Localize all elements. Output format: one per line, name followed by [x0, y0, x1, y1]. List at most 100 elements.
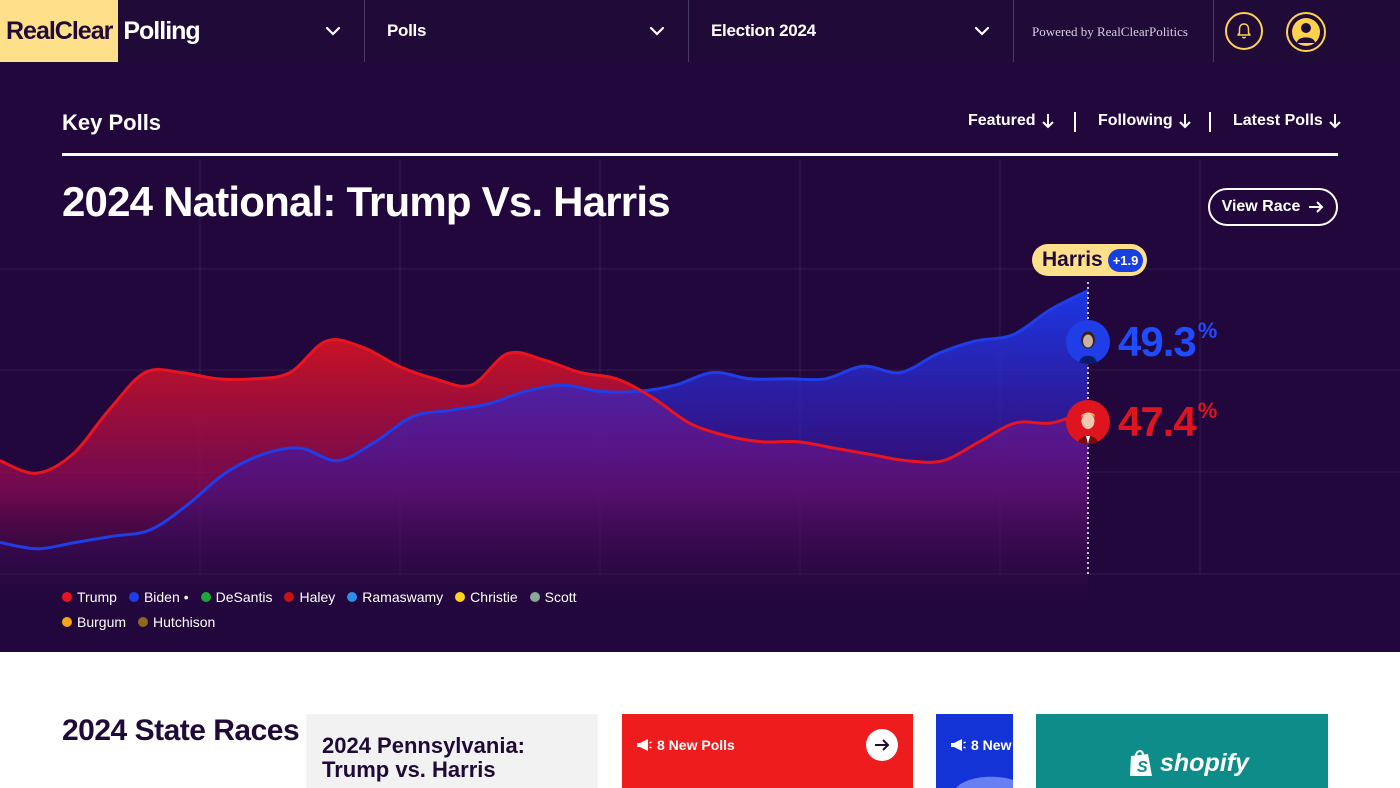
- race-title[interactable]: 2024 National: Trump Vs. Harris: [62, 178, 671, 225]
- legend-dot: [529, 592, 540, 602]
- legend-item-hutchison[interactable]: Hutchison: [138, 614, 215, 630]
- arrow-down-icon: [1329, 114, 1341, 129]
- legend-item-desantis[interactable]: DeSantis: [200, 589, 273, 605]
- shopping-bag-icon: S: [1130, 750, 1152, 776]
- legend-dot: [284, 592, 295, 602]
- legend-label: Ramaswamy: [362, 589, 444, 605]
- svg-text:S: S: [1137, 759, 1148, 776]
- nav-divider: [1213, 0, 1214, 62]
- open-race-button[interactable]: [866, 729, 898, 761]
- filter-following-label: Following: [1098, 112, 1173, 129]
- election-chevron-down-icon[interactable]: [973, 22, 991, 40]
- harris-area: [0, 290, 1088, 614]
- polls-chevron-down-icon[interactable]: [648, 22, 666, 40]
- nav-divider: [1013, 0, 1014, 62]
- filter-featured-label: Featured: [968, 112, 1036, 129]
- new-polls-badge: 8 New: [950, 737, 1011, 753]
- legend-item-scott[interactable]: Scott: [529, 589, 577, 605]
- legend-item-trump[interactable]: Trump: [62, 589, 117, 605]
- state-races-heading: 2024 State Races: [62, 714, 300, 747]
- filter-following[interactable]: Following: [1098, 112, 1191, 130]
- filter-latest-polls[interactable]: Latest Polls: [1233, 112, 1341, 130]
- legend-item-ramaswamy[interactable]: Ramaswamy: [347, 589, 443, 605]
- legend-label: Burgum: [77, 614, 127, 630]
- race-card-new-polls[interactable]: 8 New Polls: [622, 714, 913, 788]
- logo-text-polling: Polling: [123, 16, 200, 45]
- top-nav: RealClear Polling Polls Election 2024 Po…: [0, 0, 1400, 64]
- nav-menu-polls[interactable]: Polls: [387, 21, 427, 40]
- leader-badge: Harris +1.9: [1032, 244, 1148, 276]
- arrow-right-icon: [875, 739, 890, 751]
- trump-avatar: [1066, 400, 1110, 444]
- new-polls-label: 8 New Polls: [657, 737, 735, 753]
- legend-dot: [138, 617, 149, 627]
- trump-portrait-icon: [1067, 401, 1109, 444]
- legend-dot: [62, 592, 72, 602]
- view-race-label: View Race: [1221, 198, 1301, 215]
- harris-portrait-icon: [1067, 321, 1109, 364]
- arrow-down-icon: [1178, 114, 1191, 129]
- legend-label: Christie: [470, 589, 518, 605]
- harris-line: [0, 289, 1089, 551]
- bell-icon: [1237, 23, 1251, 39]
- leader-margin: +1.9: [1107, 248, 1144, 272]
- legend-label: Scott: [544, 589, 577, 605]
- shopify-logo: S shopify: [1128, 748, 1249, 778]
- harris-percentage: 49.3%: [1118, 318, 1218, 366]
- view-race-button[interactable]: View Race: [1208, 188, 1338, 226]
- trump-line: [0, 338, 1089, 475]
- legend-item-burgum[interactable]: Burgum: [62, 614, 126, 630]
- trump-percentage: 47.4%: [1118, 398, 1218, 446]
- section-divider: [62, 153, 1338, 156]
- legend-label: DeSantis: [215, 589, 273, 605]
- site-logo[interactable]: RealClear Polling: [0, 0, 201, 62]
- filter-divider: [1074, 112, 1076, 132]
- legend-dot: [347, 592, 358, 602]
- legend-item-haley[interactable]: Haley: [284, 589, 335, 605]
- card-photo-collage: [956, 776, 1013, 788]
- nav-divider: [688, 0, 689, 62]
- trump-pct-value: 47.4: [1118, 398, 1197, 445]
- legend-item-christie[interactable]: Christie: [455, 589, 518, 605]
- arrow-down-icon: [1041, 114, 1054, 129]
- legend-dot: [455, 592, 466, 602]
- nav-divider: [364, 0, 365, 62]
- trump-pct-sign: %: [1197, 398, 1218, 423]
- filter-latest-polls-label: Latest Polls: [1233, 112, 1323, 129]
- legend-dot: [62, 617, 72, 627]
- chart-legend: Trump Biden • DeSantis Haley Ramaswamy Christi…: [62, 589, 622, 630]
- legend-label: Haley: [299, 589, 336, 605]
- harris-avatar: [1066, 320, 1110, 364]
- legend-dot: [128, 592, 139, 602]
- race-card-pennsylvania[interactable]: 2024 Pennsylvania: Trump vs. Harris: [306, 714, 598, 788]
- section-title-key-polls: Key Polls: [62, 110, 162, 135]
- notifications-button[interactable]: [1225, 12, 1263, 50]
- shopify-advertisement[interactable]: S shopify: [1036, 714, 1328, 788]
- race-card-title: 2024 Pennsylvania: Trump vs. Harris: [322, 733, 526, 782]
- legend-label: Biden: [143, 589, 180, 605]
- legend-dot: [200, 592, 211, 602]
- filter-featured[interactable]: Featured: [968, 112, 1054, 130]
- race-card-new-polls-partial[interactable]: 8 New: [936, 714, 1013, 788]
- megaphone-icon: [637, 739, 652, 751]
- harris-pct-value: 49.3: [1118, 318, 1197, 365]
- shopify-wordmark: shopify: [1160, 748, 1249, 777]
- user-icon: [1292, 18, 1320, 46]
- legend-label: Hutchison: [153, 614, 216, 630]
- polling-average-chart: [0, 159, 1400, 614]
- megaphone-icon: [951, 739, 966, 751]
- logo-menu-chevron-icon[interactable]: [324, 22, 342, 40]
- filter-divider: [1209, 112, 1211, 132]
- nav-menu-election-2024[interactable]: Election 2024: [711, 21, 816, 40]
- arrow-right-icon: [1309, 201, 1324, 213]
- legend-label: Trump: [77, 589, 117, 605]
- legend-item-biden[interactable]: Biden •: [128, 589, 189, 605]
- logo-text-realclear: RealClear: [0, 0, 119, 62]
- new-polls-label: 8 New: [971, 737, 1012, 753]
- legend-extra: •: [183, 589, 189, 605]
- harris-pct-sign: %: [1197, 318, 1218, 343]
- key-polls-hero: Key Polls Featured Following Latest Poll…: [0, 64, 1400, 652]
- new-polls-badge: 8 New Polls: [636, 737, 735, 753]
- account-button[interactable]: [1286, 12, 1326, 52]
- powered-by-link[interactable]: Powered by RealClearPolitics: [1032, 24, 1188, 39]
